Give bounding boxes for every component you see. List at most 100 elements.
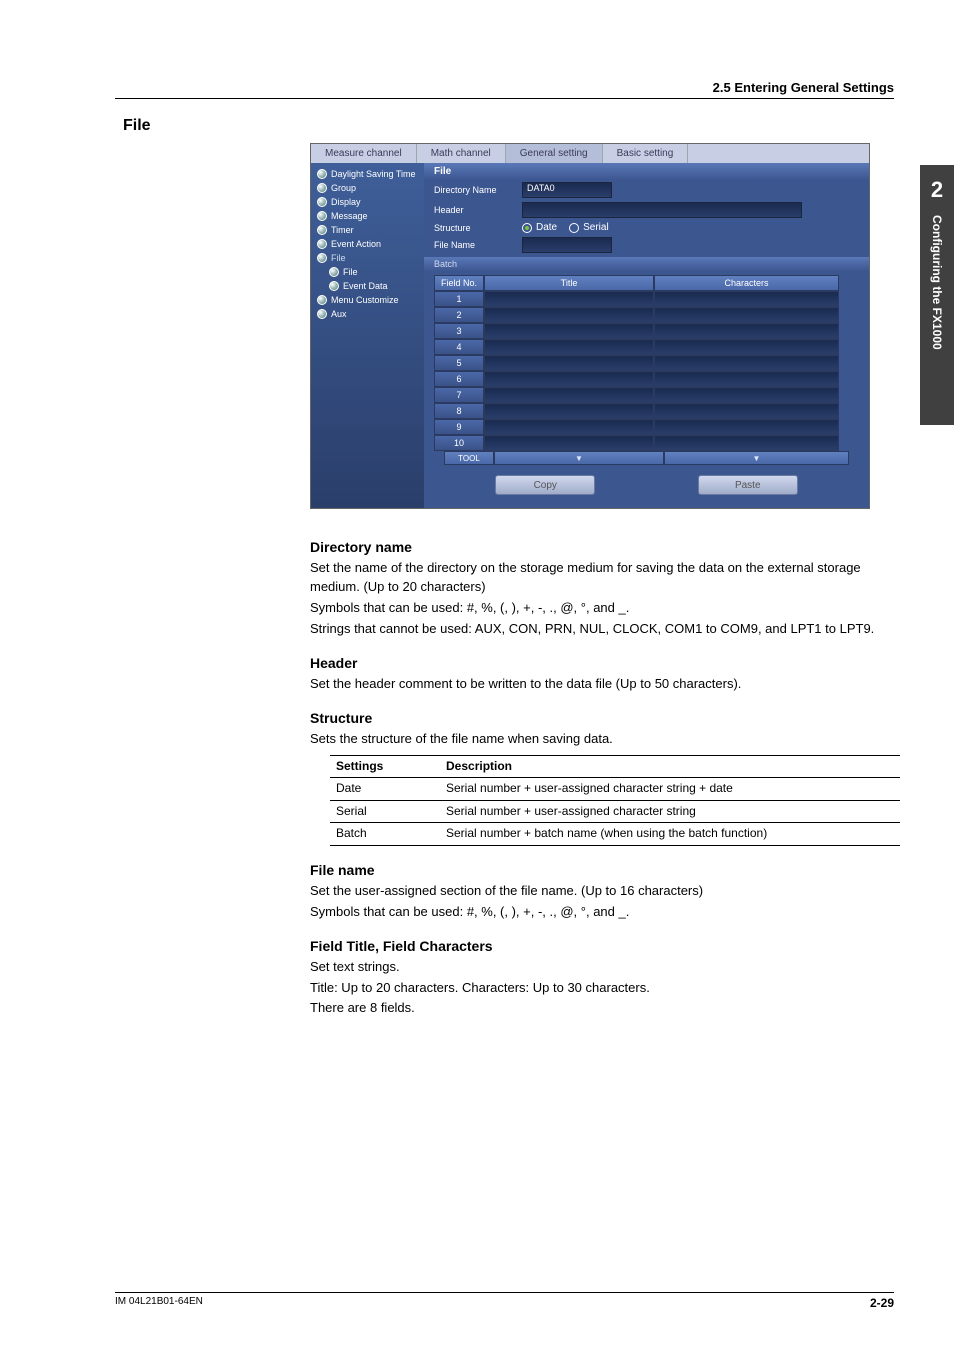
section-paragraph: Sets the structure of the file name when… [310,730,880,749]
grid-cell-title[interactable] [484,339,654,355]
tree-bullet-icon [317,169,327,179]
tree-item-label: Display [331,197,361,207]
nav-tree: Daylight Saving TimeGroup Display Message T… [311,163,424,508]
copy-button[interactable]: Copy [495,475,595,495]
form-title: File [424,163,869,180]
grid-cell-title[interactable] [484,419,654,435]
grid-cell-title[interactable] [484,307,654,323]
section-paragraph: Set text strings. [310,958,880,977]
section-title: Field Title, Field Characters [310,936,880,956]
radio-label-serial: Serial [583,222,609,233]
tree-bullet-icon [317,197,327,207]
grid-cell-chars[interactable] [654,435,839,451]
tree-item-file[interactable]: File [313,265,422,279]
tool-arrow-title[interactable] [494,451,664,465]
section-paragraph: Strings that cannot be used: AUX, CON, P… [310,620,880,639]
grid-cell-title[interactable] [484,435,654,451]
filename-label: File Name [434,240,514,250]
tool-row: TOOL [444,451,849,465]
tree-bullet-icon [317,183,327,193]
tree-item-display[interactable]: Display [313,195,422,209]
section-title: File name [310,860,880,880]
batch-section-header: Batch [424,257,869,271]
tab-general-setting[interactable]: General setting [506,144,603,163]
grid-cell-no: 10 [434,435,484,451]
section-paragraph: Set the user-assigned section of the fil… [310,882,880,901]
section-title: Directory name [310,537,880,557]
tree-item-event-data[interactable]: Event Data [313,279,422,293]
grid-cell-title[interactable] [484,371,654,387]
grid-cell-title[interactable] [484,291,654,307]
grid-header-field-no-: Field No. [434,275,484,291]
tree-item-label: Aux [331,309,347,319]
section-header: 2.5 Entering General Settings [115,80,894,99]
grid-cell-chars[interactable] [654,371,839,387]
grid-cell-title[interactable] [484,387,654,403]
tree-item-label: Menu Customize [331,295,399,305]
grid-row: 5 [434,355,859,371]
tree-bullet-icon [317,211,327,221]
grid-row: 7 [434,387,859,403]
section-title: Structure [310,708,880,728]
grid-cell-chars[interactable] [654,307,839,323]
tool-arrow-chars[interactable] [664,451,849,465]
tab-math-channel[interactable]: Math channel [417,144,506,163]
grid-cell-title[interactable] [484,323,654,339]
table-cell: Serial number + batch name (when using t… [440,823,900,845]
tree-item-event-action[interactable]: Event Action [313,237,422,251]
grid-cell-title[interactable] [484,403,654,419]
directory-name-input[interactable]: DATA0 [522,182,612,198]
grid-row: 8 [434,403,859,419]
page-heading: File [123,117,894,135]
header-label: Header [434,205,514,215]
section-paragraph: Set the header comment to be written to … [310,675,880,694]
grid-cell-chars[interactable] [654,387,839,403]
tree-item-label: Message [331,211,368,221]
table-cell: Batch [330,823,440,845]
grid-cell-chars[interactable] [654,323,839,339]
table-cell: Serial number + user-assigned character … [440,800,900,822]
grid-row: 2 [434,307,859,323]
grid-cell-no: 3 [434,323,484,339]
tree-item-file[interactable]: File [313,251,422,265]
grid-cell-chars[interactable] [654,355,839,371]
chapter-tab: 2 Configuring the FX1000 [920,165,954,425]
table-row: SerialSerial number + user-assigned char… [330,800,900,822]
grid-cell-no: 7 [434,387,484,403]
tab-bar: Measure channelMath channelGeneral setti… [311,144,869,163]
table-header: Description [440,755,900,777]
grid-cell-chars[interactable] [654,291,839,307]
grid-row: 10 [434,435,859,451]
grid-cell-no: 6 [434,371,484,387]
tree-item-label: File [331,253,346,263]
tree-bullet-icon [329,267,339,277]
table-header: Settings [330,755,440,777]
tree-item-daylight-saving-time[interactable]: Daylight Saving Time [313,167,422,181]
tab-measure-channel[interactable]: Measure channel [311,144,417,163]
grid-cell-no: 2 [434,307,484,323]
grid-cell-chars[interactable] [654,339,839,355]
grid-cell-title[interactable] [484,355,654,371]
grid-row: 9 [434,419,859,435]
tree-item-menu-customize[interactable]: Menu Customize [313,293,422,307]
table-row: BatchSerial number + batch name (when us… [330,823,900,845]
radio-date[interactable] [522,223,532,233]
tree-item-message[interactable]: Message [313,209,422,223]
paste-button[interactable]: Paste [698,475,798,495]
tab-basic-setting[interactable]: Basic setting [603,144,689,163]
section-paragraph: Symbols that can be used: #, %, (, ), +,… [310,599,880,618]
tree-item-timer[interactable]: Timer [313,223,422,237]
radio-serial[interactable] [569,223,579,233]
field-grid: Field No.TitleCharacters 12345678910 TOO… [434,275,859,465]
grid-cell-chars[interactable] [654,419,839,435]
tree-item-label: Event Action [331,239,381,249]
directory-name-label: Directory Name [434,185,514,195]
tree-item-group[interactable]: Group [313,181,422,195]
tree-item-aux[interactable]: Aux [313,307,422,321]
app-screenshot: Measure channelMath channelGeneral setti… [310,143,870,509]
grid-cell-chars[interactable] [654,403,839,419]
body-text: Directory nameSet the name of the direct… [310,537,880,1018]
filename-input[interactable] [522,237,612,253]
tree-bullet-icon [317,309,327,319]
header-input[interactable] [522,202,802,218]
